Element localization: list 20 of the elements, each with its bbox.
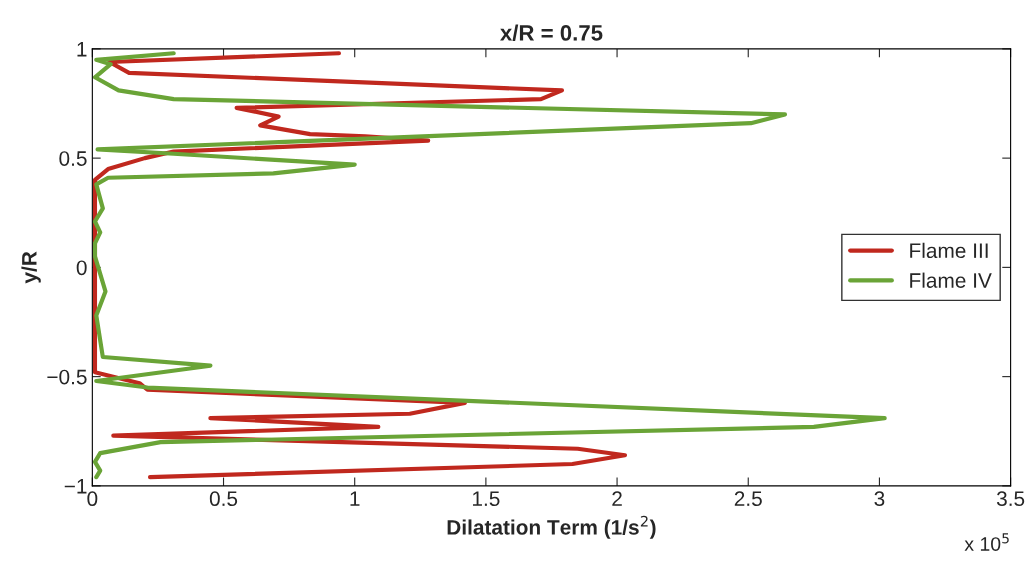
y-tick-label: 0.5 — [59, 151, 87, 166]
legend-label: Flame IV — [910, 272, 992, 288]
x-tick-label: 1.5 — [472, 491, 500, 507]
y-axis-title: y/R — [21, 251, 41, 284]
line-series — [92, 51, 887, 480]
x-axis-title: Dilatation Term (1/s$^{2}$) — [447, 515, 656, 539]
legend-label: Flame III — [910, 242, 988, 259]
x-tick-label: 3 — [874, 491, 885, 507]
y-tick-label: −1 — [64, 479, 87, 494]
x-tick-label: 2 — [612, 491, 622, 506]
x-tick-label: 0.5 — [209, 491, 238, 507]
x-tick-label: 3.5 — [996, 491, 1025, 507]
y-tick-label: 0 — [76, 260, 87, 276]
chart-title: x/R = 0.75 — [500, 24, 603, 41]
y-tick-label: 1 — [77, 42, 87, 57]
text: x 10$^{5}$ — [964, 533, 1009, 551]
x-tick-label: 2.5 — [734, 491, 762, 507]
y-tick-label: −0.5 — [47, 369, 87, 385]
x-tick-label: 1 — [350, 491, 360, 506]
x-tick-label: 0 — [87, 491, 98, 507]
